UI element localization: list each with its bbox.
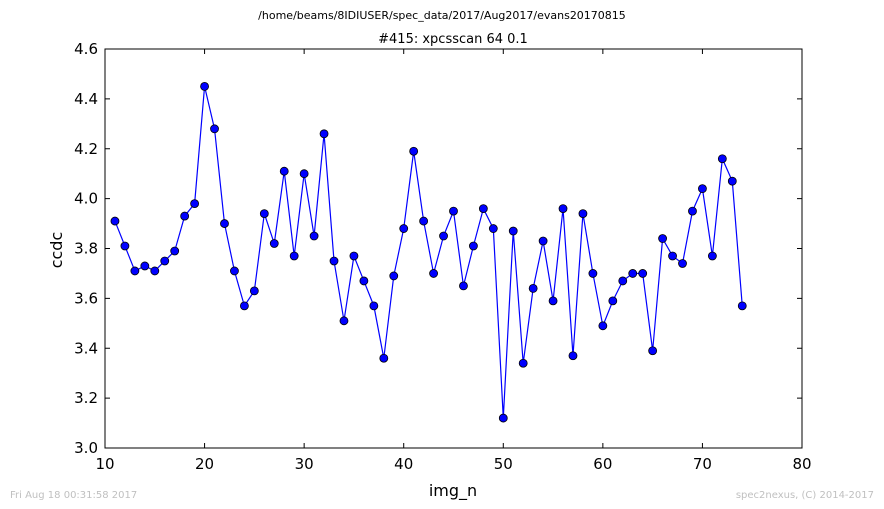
data-point xyxy=(349,251,359,261)
data-point xyxy=(488,224,498,233)
data-point xyxy=(429,269,438,278)
data-point xyxy=(110,216,120,226)
data-point xyxy=(409,146,419,156)
data-point xyxy=(688,206,697,216)
data-point xyxy=(359,276,369,286)
chart-suptitle: /home/beams/8IDIUSER/spec_data/2017/Aug2… xyxy=(258,9,626,22)
x-tick-label: 50 xyxy=(494,455,513,473)
data-point xyxy=(588,269,598,278)
data-point xyxy=(578,209,588,218)
data-point xyxy=(369,301,379,311)
y-tick-label: 3.4 xyxy=(74,339,98,357)
data-point xyxy=(469,241,478,251)
plot-area: 10 20 30 40 50 60 70 80 3.0 3.2 3.4 3.6 3.8 4.0 4.2 4.4… xyxy=(74,40,811,473)
data-point xyxy=(130,266,140,276)
data-point xyxy=(259,209,269,218)
data-point xyxy=(200,82,209,91)
data-point xyxy=(210,124,219,134)
y-tick-label: 4.4 xyxy=(74,90,98,108)
x-tick-label: 40 xyxy=(394,455,413,473)
x-axis-label: img_n xyxy=(429,481,477,501)
x-tick-label: 20 xyxy=(195,455,214,473)
data-point xyxy=(598,321,608,331)
data-point xyxy=(608,296,618,306)
x-tick-label: 30 xyxy=(295,455,314,473)
data-point xyxy=(379,353,389,363)
data-point xyxy=(698,184,707,194)
data-point xyxy=(548,296,558,306)
data-point xyxy=(319,129,329,139)
x-tick-label: 70 xyxy=(693,455,712,473)
data-point xyxy=(528,283,538,293)
data-point xyxy=(419,216,429,226)
data-point xyxy=(678,259,687,268)
x-tick-label: 80 xyxy=(792,455,811,473)
data-point xyxy=(459,281,468,291)
data-point xyxy=(737,301,747,311)
y-tick-label: 4.2 xyxy=(74,140,98,158)
data-point xyxy=(140,261,150,271)
data-point xyxy=(449,206,458,216)
data-point xyxy=(230,266,239,276)
data-point xyxy=(120,241,130,251)
data-point xyxy=(439,231,448,241)
chart-title: #415: xpcsscan 64 0.1 xyxy=(378,32,528,47)
data-point xyxy=(668,251,677,261)
data-point xyxy=(309,231,319,241)
data-point xyxy=(628,269,638,278)
data-point xyxy=(568,351,578,361)
data-point xyxy=(239,301,249,311)
data-point xyxy=(618,276,628,286)
x-tick-label: 10 xyxy=(95,455,114,473)
data-point xyxy=(279,166,289,176)
data-point xyxy=(508,226,518,236)
data-point xyxy=(478,204,488,214)
data-point xyxy=(707,251,717,261)
series-line xyxy=(114,86,743,419)
data-point xyxy=(538,236,548,246)
y-tick-label: 4.0 xyxy=(74,190,98,208)
data-point xyxy=(249,286,259,296)
data-point xyxy=(727,176,737,186)
data-point xyxy=(658,234,667,243)
data-point xyxy=(648,346,658,356)
data-point xyxy=(399,224,409,233)
y-tick-label: 3.8 xyxy=(74,240,98,258)
data-point xyxy=(160,256,170,266)
y-axis-label: ccdc xyxy=(47,232,66,269)
data-point xyxy=(498,413,508,423)
data-point xyxy=(518,358,528,368)
data-point xyxy=(170,246,180,256)
footer-credit: spec2nexus, (C) 2014-2017 xyxy=(736,490,874,501)
y-tick-label: 3.2 xyxy=(74,389,98,407)
y-tick-label: 4.6 xyxy=(74,40,98,58)
data-point xyxy=(389,271,399,281)
data-point xyxy=(150,266,160,276)
data-point xyxy=(190,199,200,209)
data-point xyxy=(299,169,309,179)
y-tick-label: 3.6 xyxy=(74,289,98,307)
data-point xyxy=(558,204,568,214)
x-tick-label: 60 xyxy=(593,455,612,473)
data-point xyxy=(269,239,279,248)
data-point xyxy=(339,316,349,326)
footer-timestamp: Fri Aug 18 00:31:58 2017 xyxy=(10,490,137,501)
data-point xyxy=(220,219,229,228)
y-tick-label: 3.0 xyxy=(74,439,98,457)
data-point xyxy=(329,256,339,266)
data-point xyxy=(717,154,727,164)
data-point xyxy=(180,211,190,221)
data-point xyxy=(638,269,648,278)
data-point xyxy=(289,251,299,261)
